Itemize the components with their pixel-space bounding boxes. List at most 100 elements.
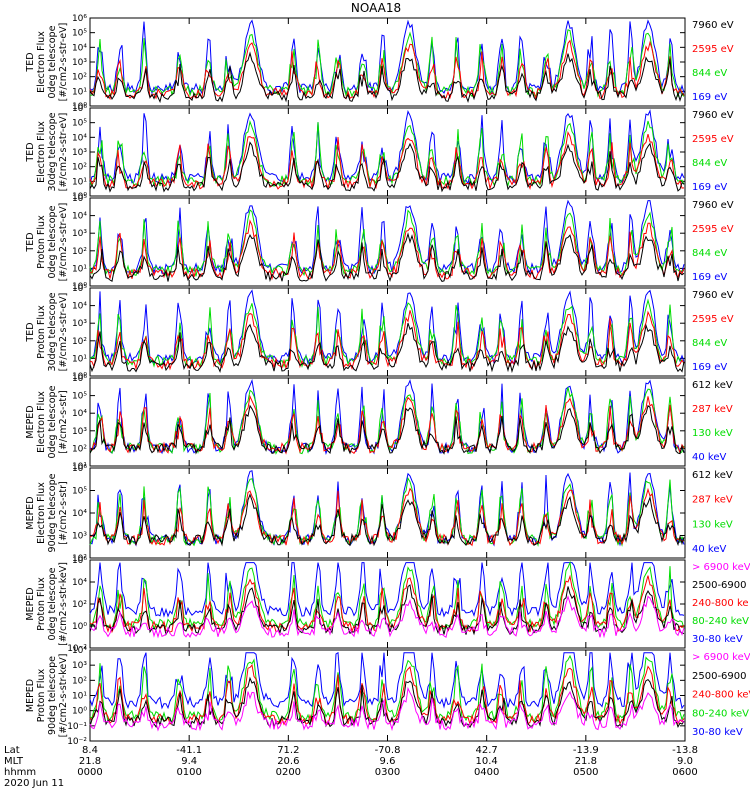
y-tick-label: 10⁴ <box>72 409 87 419</box>
y-tick-label: 10¹ <box>72 692 87 702</box>
flux-trace <box>89 209 684 277</box>
flux-trace <box>89 298 685 369</box>
x-axis-value: 0500 <box>573 767 598 778</box>
x-axis-value: 9.0 <box>677 756 693 767</box>
y-tick-label: 10⁻² <box>67 737 87 747</box>
x-axis-value: -70.8 <box>375 745 401 756</box>
panel-5: 10¹ 10² 10³ 10⁴ 10⁵ 10⁶ MEPED Electron Flux 0deg… <box>25 374 733 472</box>
y-axis-label: 0deg telescope <box>47 567 58 640</box>
x-axis-value: 71.2 <box>277 745 299 756</box>
x-axis-row-label: 2020 Jun 11 <box>4 778 64 789</box>
channel-label: 2500-6900 <box>692 671 747 682</box>
channel-label: > 6900 keV <box>692 652 750 663</box>
y-tick-label: 10⁵ <box>72 194 87 204</box>
y-tick-label: 10² <box>72 337 87 347</box>
channel-label: 240-800 keV <box>692 690 750 701</box>
channel-label: 240-800 ke <box>692 598 749 609</box>
flux-trace <box>89 219 685 281</box>
x-axis-value: 0200 <box>276 767 301 778</box>
flux-trace <box>89 29 685 98</box>
channel-label: 2595 eV <box>692 44 734 55</box>
x-axis-value: -13.8 <box>672 745 698 756</box>
channel-label: 80-240 keV <box>692 708 749 719</box>
channel-label: 40 keV <box>692 544 726 555</box>
channel-label: 30-80 keV <box>692 634 743 645</box>
panel-3: 10⁰ 10¹ 10² 10³ 10⁴ 10⁵ TED Proton Flux 0deg tel… <box>25 194 734 292</box>
y-tick-label: 10⁴ <box>72 133 87 143</box>
y-axis-label: TED <box>25 52 36 72</box>
y-tick-label: 10⁴ <box>72 578 87 588</box>
y-tick-label: 10² <box>72 444 87 454</box>
y-axis-label: Electron Flux <box>36 391 47 453</box>
y-axis-label: [#/cm2-s-str-eV] <box>58 293 69 372</box>
y-tick-label: 10¹ <box>72 264 87 274</box>
x-axis-value: 42.7 <box>476 745 498 756</box>
panel-8: 10⁻² 10⁻¹ 10⁰ 10¹ 10² 10³ 10⁴ MEPED Proton Flux 9… <box>25 646 750 747</box>
y-tick-label: 10⁵ <box>72 392 87 402</box>
flux-trace <box>89 109 685 185</box>
y-tick-label: 10⁵ <box>72 29 87 39</box>
flux-trace <box>89 394 685 455</box>
y-tick-label: 10⁰ <box>72 372 87 382</box>
y-tick-label: 10³ <box>72 148 87 158</box>
y-axis-label: 30deg telescope <box>47 292 58 371</box>
channel-label: 844 eV <box>692 158 727 169</box>
flux-trace <box>89 595 685 639</box>
y-axis-label: Proton Flux <box>36 577 47 631</box>
panel-7: 10⁻² 10⁰ 10² 10⁴ 10⁶ MEPED Proton Flux 0deg tel… <box>25 556 750 654</box>
y-tick-label: 10³ <box>72 229 87 239</box>
channel-label: 169 eV <box>692 272 727 283</box>
y-axis-label: [#/cm2-s-str-eV] <box>58 203 69 282</box>
channel-label: 130 keV <box>692 428 733 439</box>
flux-trace <box>89 686 685 732</box>
flux-trace <box>89 289 685 366</box>
flux-trace <box>89 322 685 374</box>
x-axis-value: 0400 <box>474 767 499 778</box>
x-axis-value: 21.8 <box>575 756 597 767</box>
y-tick-label: 10⁶ <box>72 14 87 24</box>
flux-trace <box>89 39 685 101</box>
y-axis-label: [#/cm2-s-str-keV] <box>58 654 69 738</box>
y-axis-label: 0deg telescope <box>47 385 58 458</box>
y-tick-label: 10⁵ <box>72 284 87 294</box>
y-tick-label: 10⁻² <box>67 644 87 654</box>
y-tick-label: 10⁵ <box>72 119 87 129</box>
y-axis-label: MEPED <box>25 679 36 712</box>
flux-trace <box>89 651 685 710</box>
channel-label: 612 keV <box>692 380 733 391</box>
y-tick-label: 10³ <box>72 661 87 671</box>
y-axis-label: Electron Flux <box>36 31 47 93</box>
y-tick-label: 10⁰ <box>72 282 87 292</box>
y-axis-label: Electron Flux <box>36 121 47 183</box>
y-tick-label: 10⁶ <box>72 374 87 384</box>
x-axis-value: 21.8 <box>79 756 101 767</box>
y-axis-label: [#/cm2-s-str] <box>58 390 69 453</box>
flux-trace <box>89 562 685 618</box>
y-tick-label: 10¹ <box>72 462 87 472</box>
panel-1: 10⁰ 10¹ 10² 10³ 10⁴ 10⁵ 10⁶ TED Electron Flux 0de… <box>25 14 734 112</box>
x-axis-value: 9.4 <box>181 756 197 767</box>
y-tick-label: 10¹ <box>72 87 87 97</box>
panel-4: 10⁰ 10¹ 10² 10³ 10⁴ 10⁵ TED Proton Flux 30deg te… <box>25 284 734 382</box>
channel-label: 80-240 keV <box>692 616 749 627</box>
y-axis-label: MEPED <box>25 405 36 438</box>
x-axis-value: 0000 <box>77 767 102 778</box>
y-tick-label: 10⁴ <box>72 43 87 53</box>
x-axis-value: 9.6 <box>380 756 396 767</box>
channel-label: 2595 eV <box>692 134 734 145</box>
x-axis-value: 0300 <box>375 767 400 778</box>
y-tick-label: 10³ <box>72 58 87 68</box>
channel-label: 844 eV <box>692 68 727 79</box>
channel-label: 287 keV <box>692 404 733 415</box>
flux-trace <box>89 487 685 547</box>
y-axis-label: [#/cm2-s-str-eV] <box>58 23 69 102</box>
channel-label: 7960 eV <box>692 20 734 31</box>
channel-label: 2595 eV <box>692 224 734 235</box>
y-tick-label: 10² <box>72 600 87 610</box>
channel-label: 40 keV <box>692 452 726 463</box>
channel-label: 169 eV <box>692 182 727 193</box>
y-tick-label: 10⁰ <box>72 102 87 112</box>
y-axis-label: Proton Flux <box>36 215 47 269</box>
channel-label: 169 eV <box>692 92 727 103</box>
